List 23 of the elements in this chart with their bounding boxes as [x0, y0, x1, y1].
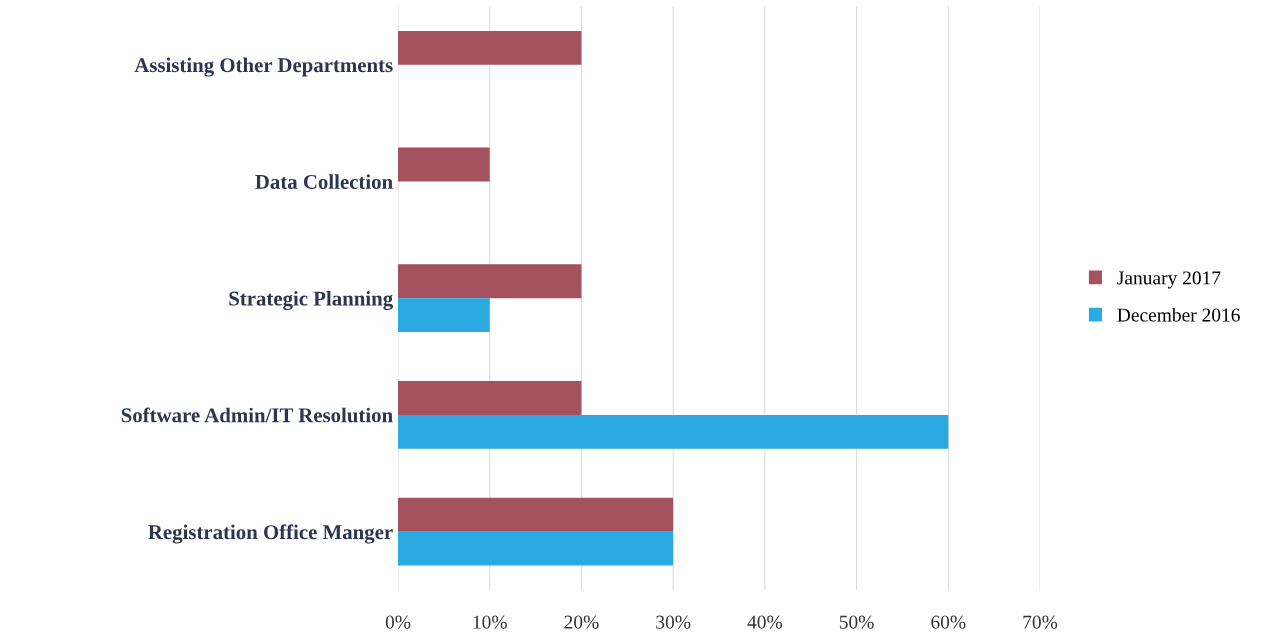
- x-tick-label: 40%: [747, 615, 783, 629]
- bar: [398, 264, 582, 299]
- y-tick-label: Data Collection: [255, 174, 393, 189]
- bar: [398, 531, 674, 566]
- x-tick-label: 30%: [656, 615, 691, 629]
- y-tick-label: Registration Office Manger: [148, 524, 393, 544]
- x-tick-label: 10%: [473, 615, 507, 629]
- x-tick-label: 0%: [385, 615, 411, 629]
- x-tick-label: 50%: [839, 615, 874, 629]
- y-tick-label: Assisting Other Departments: [134, 57, 393, 77]
- bar: [398, 30, 582, 65]
- bar: [398, 414, 949, 449]
- bar: [398, 147, 490, 182]
- x-tick-label: 70%: [1023, 615, 1058, 629]
- x-tick-label: 60%: [931, 615, 966, 629]
- bar: [398, 497, 674, 532]
- legend-label: December 2016: [1117, 307, 1240, 322]
- y-tick-label: Strategic Planning: [229, 290, 393, 311]
- x-tick-label: 20%: [564, 615, 599, 629]
- bar: [398, 298, 490, 333]
- bar: [398, 381, 582, 415]
- legend-label: January 2017: [1117, 271, 1221, 289]
- y-tick-label: Software Admin/IT Resolution: [121, 407, 393, 423]
